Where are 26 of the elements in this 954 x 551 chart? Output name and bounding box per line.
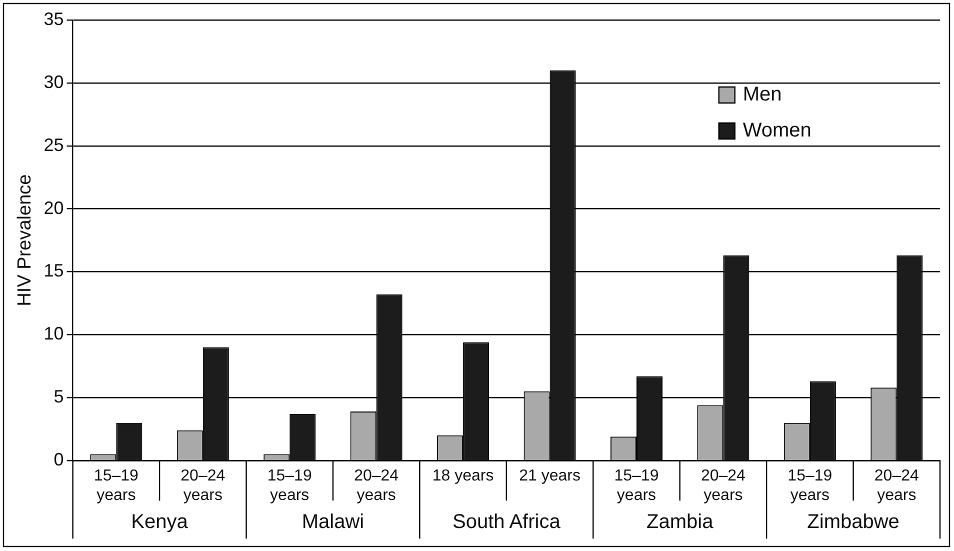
- x-tick-label: 20–24 years: [874, 468, 919, 504]
- y-tick-label: 30: [44, 72, 64, 92]
- y-axis-title: HIV Prevalence: [14, 174, 36, 306]
- legend-label: Men: [742, 84, 782, 106]
- y-tick-label: 0: [54, 450, 64, 470]
- y-tick-label: 20: [44, 198, 64, 218]
- y-tick-label: 10: [44, 324, 64, 344]
- text: Zimbabwe: [807, 511, 900, 534]
- text: Kenya: [131, 511, 189, 534]
- legend-label: Women: [742, 120, 812, 142]
- x-tick-label: 15–19 years: [614, 468, 659, 504]
- x-tick-label: 15–19 years: [94, 468, 139, 504]
- x-tick-label: 18 years: [432, 468, 494, 485]
- x-tick-label: 15–19 years: [788, 468, 832, 504]
- x-tick-label: 20–24 years: [700, 468, 746, 504]
- x-tick-label: 21 years: [519, 468, 580, 485]
- x-tick-label: 20–24 years: [354, 468, 399, 504]
- text: South Africa: [452, 511, 562, 534]
- text: Zambia: [646, 511, 714, 534]
- y-tick-label: 5: [54, 386, 64, 407]
- y-tick-label: 25: [44, 134, 64, 155]
- y-tick-label: 15: [44, 260, 64, 281]
- text: Malawi: [302, 511, 364, 534]
- x-tick-label: 20–24 years: [180, 468, 226, 504]
- y-tick-label: 35: [44, 8, 64, 29]
- x-tick-label: 15–19 years: [267, 468, 312, 504]
